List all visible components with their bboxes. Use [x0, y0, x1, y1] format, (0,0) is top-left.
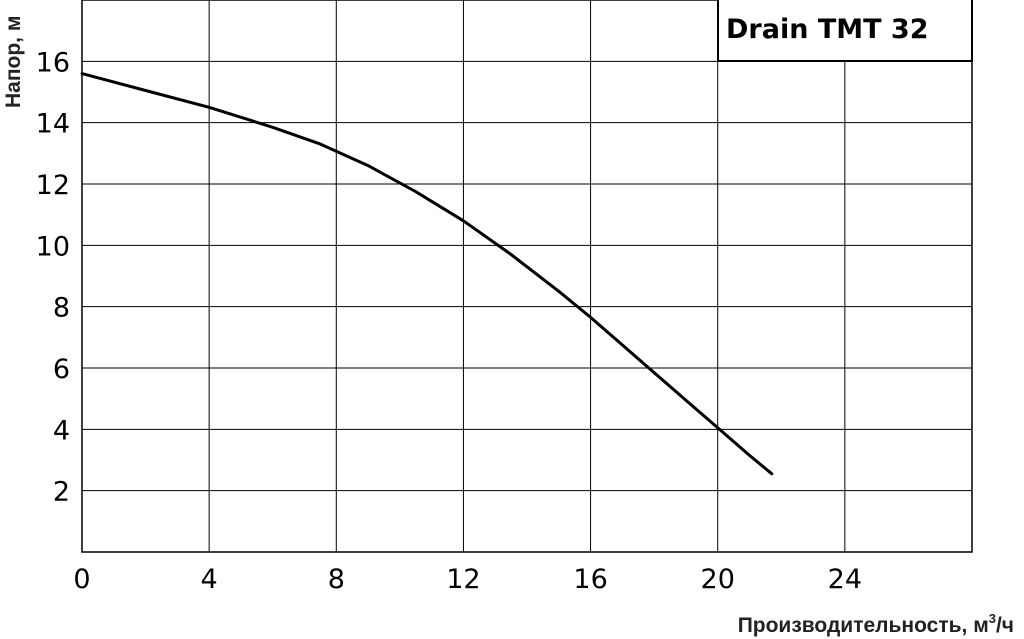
plot-frame: [81, 0, 973, 553]
x-axis-label-main: Производительность, м: [738, 614, 989, 637]
legend-box: [717, 0, 973, 62]
x-tick-labels: 0 4 8 12 16 20 24: [73, 564, 862, 595]
y-tick-label: 6: [53, 354, 70, 385]
x-tick-label: 8: [328, 564, 345, 595]
x-tick-label: 16: [573, 564, 607, 595]
series-line: [80, 72, 774, 476]
y-tick-label: 8: [53, 293, 70, 324]
y-axis-label: Напор, м: [2, 16, 25, 108]
y-tick-label: 16: [36, 47, 70, 78]
x-axis-label: Производительность, м3/ч: [738, 611, 1014, 637]
x-tick-label: 20: [701, 564, 735, 595]
series-layer: [80, 72, 774, 476]
legend-series-label: Drain TMT 32: [726, 14, 929, 45]
x-tick-label: 0: [73, 564, 90, 595]
x-axis-label-superscript: 3: [989, 611, 996, 626]
y-tick-label: 12: [36, 170, 70, 201]
x-tick-label: 24: [828, 564, 862, 595]
y-tick-label: 14: [36, 109, 70, 140]
y-tick-labels: 2 4 6 8 10 12 14 16: [36, 47, 70, 507]
grid-lines: [82, 0, 972, 552]
x-tick-label: 12: [446, 564, 480, 595]
y-tick-label: 10: [36, 231, 70, 262]
y-tick-label: 4: [53, 415, 70, 446]
x-axis-label-tail: /ч: [996, 614, 1014, 637]
legend: Drain TMT 32: [717, 0, 973, 62]
x-tick-label: 4: [201, 564, 218, 595]
y-tick-label: 2: [53, 477, 70, 508]
